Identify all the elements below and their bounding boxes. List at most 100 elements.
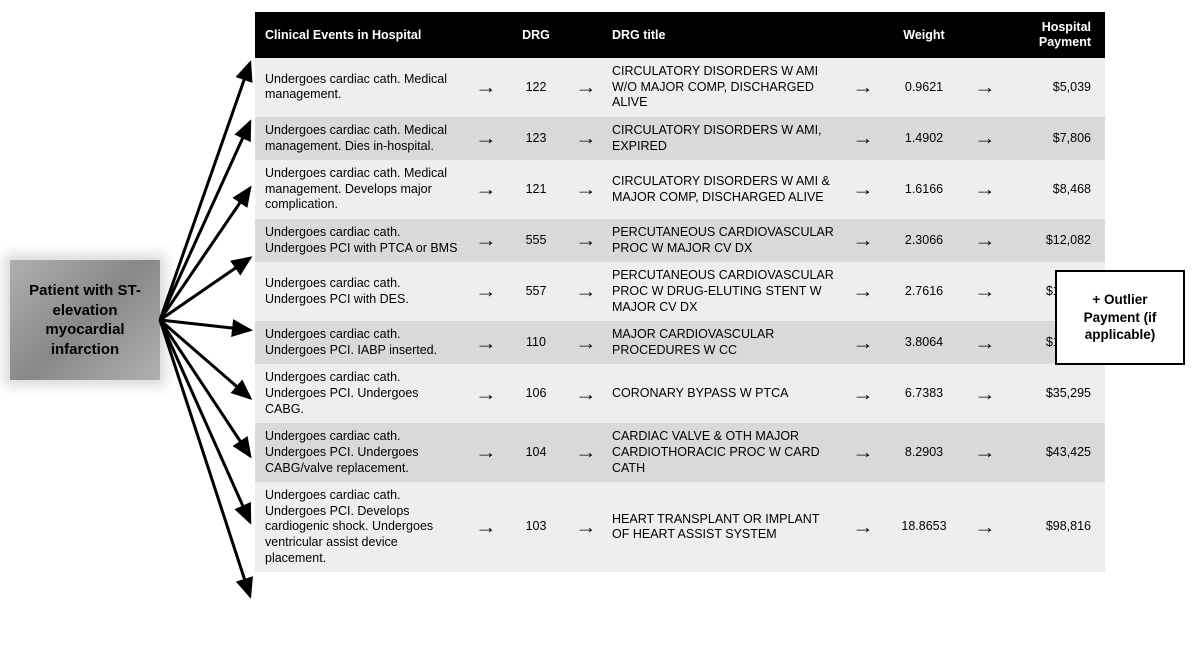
cell-weight: 0.9621: [885, 58, 963, 117]
header-event: Clinical Events in Hospital: [255, 12, 464, 58]
arrow-icon: →: [963, 117, 1007, 160]
arrow-icon: →: [564, 482, 608, 572]
cell-event: Undergoes cardiac cath. Undergoes PCI wi…: [255, 219, 464, 262]
header-weight: Weight: [885, 12, 963, 58]
cell-drg: 122: [508, 58, 564, 117]
cell-title: PERCUTANEOUS CARDIOVASCULAR PROC W MAJOR…: [608, 219, 841, 262]
arrow-icon: →: [464, 160, 508, 219]
cell-event: Undergoes cardiac cath. Undergoes PCI. U…: [255, 364, 464, 423]
arrow-icon: →: [841, 117, 885, 160]
cell-title: HEART TRANSPLANT OR IMPLANT OF HEART ASS…: [608, 482, 841, 572]
cell-title: CIRCULATORY DISORDERS W AMI W/O MAJOR CO…: [608, 58, 841, 117]
arrow-icon: →: [963, 321, 1007, 364]
cell-drg: 103: [508, 482, 564, 572]
header-spacer-4: [963, 12, 1007, 58]
arrow-icon: →: [564, 160, 608, 219]
arrow-icon: →: [963, 364, 1007, 423]
cell-drg: 121: [508, 160, 564, 219]
cell-event: Undergoes cardiac cath. Undergoes PCI. I…: [255, 321, 464, 364]
cell-drg: 555: [508, 219, 564, 262]
cell-event: Undergoes cardiac cath. Undergoes PCI wi…: [255, 262, 464, 321]
arrow-icon: →: [963, 160, 1007, 219]
header-title: DRG title: [608, 12, 841, 58]
cell-drg: 106: [508, 364, 564, 423]
arrow-icon: →: [464, 364, 508, 423]
cell-title: MAJOR CARDIOVASCULAR PROCEDURES W CC: [608, 321, 841, 364]
arrow-icon: →: [464, 321, 508, 364]
cell-title: CARDIAC VALVE & OTH MAJOR CARDIOTHORACIC…: [608, 423, 841, 482]
cell-payment: $5,039: [1007, 58, 1105, 117]
cell-payment: $43,425: [1007, 423, 1105, 482]
arrow-icon: →: [564, 262, 608, 321]
arrow-icon: →: [841, 423, 885, 482]
arrow-icon: →: [564, 117, 608, 160]
table-row: Undergoes cardiac cath. Medical manageme…: [255, 58, 1105, 117]
arrow-icon: →: [841, 364, 885, 423]
cell-event: Undergoes cardiac cath. Medical manageme…: [255, 160, 464, 219]
patient-label: Patient with ST-elevation myocardial inf…: [18, 281, 152, 359]
patient-box: Patient with ST-elevation myocardial inf…: [10, 260, 160, 380]
drg-table-wrap: Clinical Events in Hospital DRG DRG titl…: [255, 12, 1035, 572]
table-row: Undergoes cardiac cath. Undergoes PCI wi…: [255, 219, 1105, 262]
arrow-icon: →: [464, 423, 508, 482]
cell-payment: $35,295: [1007, 364, 1105, 423]
table-row: Undergoes cardiac cath. Undergoes PCI. D…: [255, 482, 1105, 572]
cell-drg: 123: [508, 117, 564, 160]
arrow-icon: →: [564, 321, 608, 364]
cell-weight: 2.3066: [885, 219, 963, 262]
outlier-box: + Outlier Payment (if applicable): [1055, 270, 1185, 365]
arrow-icon: →: [841, 219, 885, 262]
cell-weight: 1.6166: [885, 160, 963, 219]
arrow-icon: →: [464, 219, 508, 262]
drg-table: Clinical Events in Hospital DRG DRG titl…: [255, 12, 1105, 572]
arrow-icon: →: [464, 117, 508, 160]
cell-payment: $7,806: [1007, 117, 1105, 160]
cell-drg: 110: [508, 321, 564, 364]
arrow-icon: →: [564, 58, 608, 117]
cell-title: CIRCULATORY DISORDERS W AMI & MAJOR COMP…: [608, 160, 841, 219]
arrow-icon: →: [464, 482, 508, 572]
table-row: Undergoes cardiac cath. Undergoes PCI. I…: [255, 321, 1105, 364]
cell-weight: 8.2903: [885, 423, 963, 482]
cell-drg: 104: [508, 423, 564, 482]
table-row: Undergoes cardiac cath. Undergoes PCI wi…: [255, 262, 1105, 321]
cell-payment: $8,468: [1007, 160, 1105, 219]
cell-weight: 18.8653: [885, 482, 963, 572]
header-spacer-1: [464, 12, 508, 58]
arrow-icon: →: [564, 219, 608, 262]
cell-weight: 6.7383: [885, 364, 963, 423]
arrow-icon: →: [963, 423, 1007, 482]
table-row: Undergoes cardiac cath. Medical manageme…: [255, 117, 1105, 160]
cell-title: CORONARY BYPASS W PTCA: [608, 364, 841, 423]
header-spacer-2: [564, 12, 608, 58]
arrow-icon: →: [963, 262, 1007, 321]
arrow-icon: →: [841, 262, 885, 321]
table-row: Undergoes cardiac cath. Undergoes PCI. U…: [255, 364, 1105, 423]
diagram-container: Patient with ST-elevation myocardial inf…: [10, 10, 1190, 638]
arrow-icon: →: [841, 58, 885, 117]
arrow-icon: →: [564, 364, 608, 423]
header-row: Clinical Events in Hospital DRG DRG titl…: [255, 12, 1105, 58]
table-row: Undergoes cardiac cath. Undergoes PCI. U…: [255, 423, 1105, 482]
cell-event: Undergoes cardiac cath. Medical manageme…: [255, 117, 464, 160]
cell-drg: 557: [508, 262, 564, 321]
arrow-icon: →: [841, 482, 885, 572]
fan-arrows: [150, 0, 260, 648]
cell-weight: 3.8064: [885, 321, 963, 364]
arrow-icon: →: [841, 160, 885, 219]
header-spacer-3: [841, 12, 885, 58]
cell-weight: 1.4902: [885, 117, 963, 160]
table-row: Undergoes cardiac cath. Medical manageme…: [255, 160, 1105, 219]
arrow-icon: →: [464, 58, 508, 117]
outlier-label: + Outlier Payment (if applicable): [1063, 291, 1177, 344]
cell-payment: $12,082: [1007, 219, 1105, 262]
cell-event: Undergoes cardiac cath. Undergoes PCI. D…: [255, 482, 464, 572]
arrow-icon: →: [464, 262, 508, 321]
cell-payment: $98,816: [1007, 482, 1105, 572]
arrow-icon: →: [963, 58, 1007, 117]
drg-table-body: Undergoes cardiac cath. Medical manageme…: [255, 58, 1105, 572]
cell-event: Undergoes cardiac cath. Medical manageme…: [255, 58, 464, 117]
arrow-icon: →: [841, 321, 885, 364]
header-payment: Hospital Payment: [1007, 12, 1105, 58]
arrow-icon: →: [564, 423, 608, 482]
